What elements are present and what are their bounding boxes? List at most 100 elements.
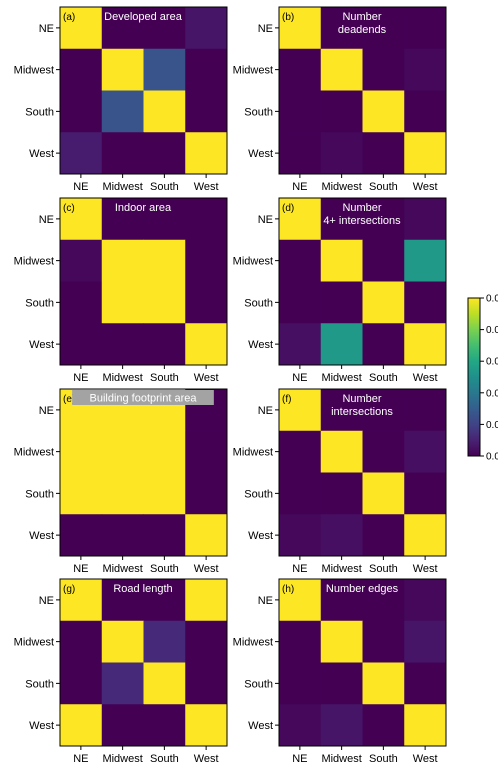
heatmap-cell — [60, 239, 103, 282]
heatmap-cell — [101, 620, 144, 663]
colorbar-tick-label: 0.02 — [486, 388, 498, 399]
title-box — [72, 390, 214, 405]
heatmap-cell — [320, 620, 363, 663]
panel-frame — [59, 197, 228, 366]
x-tick-label: West — [413, 563, 438, 575]
heatmap-panel: NE NE Midwest Midwest South South West West (h) N… — [233, 578, 447, 765]
heatmap-panel: NE NE Midwest Midwest South South West West (a) D… — [14, 6, 228, 193]
panel-frame — [278, 197, 447, 366]
x-tick-label: South — [150, 563, 179, 575]
heatmap-cell — [279, 662, 322, 705]
y-tick-label: West — [29, 339, 54, 351]
x-tick-label: West — [194, 753, 219, 765]
colorbar-tick-label: 0.01 — [486, 420, 498, 431]
heatmap-cell — [143, 323, 186, 366]
heatmap-cell — [60, 48, 103, 91]
heatmap-cell — [362, 239, 405, 282]
heatmap-cell — [185, 323, 228, 366]
heatmap-cell — [101, 281, 144, 324]
heatmap-cell — [185, 239, 228, 282]
x-tick-label: NE — [292, 181, 307, 193]
heatmap-panel: NE NE Midwest Midwest South South West West (e) B… — [14, 388, 228, 575]
heatmap-cell — [320, 662, 363, 705]
x-tick-label: South — [369, 372, 398, 384]
heatmap-cell — [60, 198, 103, 241]
heatmap-cell — [185, 620, 228, 663]
heatmap-cell — [101, 514, 144, 557]
y-tick-label: South — [244, 488, 273, 500]
heatmap-cell — [143, 704, 186, 747]
heatmap-cell — [362, 514, 405, 557]
x-tick-label: Midwest — [102, 753, 142, 765]
heatmap-cell — [101, 7, 144, 50]
heatmap-cell — [185, 132, 228, 175]
heatmap-cell — [143, 90, 186, 133]
heatmap-cell — [185, 90, 228, 133]
y-tick-label: South — [244, 678, 273, 690]
heatmap-cell — [60, 704, 103, 747]
x-tick-label: NE — [292, 372, 307, 384]
x-tick-label: NE — [73, 563, 88, 575]
panel-title: Number edges — [326, 583, 399, 595]
heatmap-cell — [101, 472, 144, 515]
panel-frame — [278, 388, 447, 557]
heatmap-cell — [279, 514, 322, 557]
x-tick-label: NE — [73, 181, 88, 193]
heatmap-cell — [362, 48, 405, 91]
heatmap-cell — [279, 430, 322, 473]
heatmap-cell — [60, 323, 103, 366]
heatmap-cell — [320, 514, 363, 557]
y-tick-label: Midwest — [233, 256, 273, 268]
heatmap-cell — [60, 281, 103, 324]
heatmap-cell — [362, 90, 405, 133]
heatmap-cell — [404, 662, 447, 705]
colorbar-tick-label: 0.00 — [486, 452, 498, 463]
panel-label: (d) — [282, 203, 294, 214]
heatmap-cell — [60, 7, 103, 50]
y-tick-label: West — [248, 148, 273, 160]
heatmap-cell — [320, 132, 363, 175]
heatmap-cell — [101, 323, 144, 366]
heatmap-cell — [185, 281, 228, 324]
y-tick-label: West — [29, 148, 54, 160]
colorbar-tick-label: 0.05 — [486, 294, 498, 305]
panel-title: Developed area — [104, 11, 183, 23]
heatmap-cell — [362, 662, 405, 705]
heatmap-cell — [143, 48, 186, 91]
heatmap-cell — [143, 579, 186, 622]
heatmap-cell — [362, 579, 405, 622]
panel-label: (b) — [282, 12, 294, 23]
heatmap-cell — [60, 90, 103, 133]
panel-title: deadends — [338, 24, 387, 36]
heatmap-cell — [404, 281, 447, 324]
y-tick-label: Midwest — [14, 256, 54, 268]
panel-label: (a) — [63, 12, 75, 23]
y-tick-label: NE — [39, 214, 54, 226]
x-tick-label: West — [413, 372, 438, 384]
heatmap-cell — [404, 704, 447, 747]
y-tick-label: West — [248, 530, 273, 542]
y-tick-label: NE — [258, 23, 273, 35]
panel-frame — [59, 388, 228, 557]
y-tick-label: South — [25, 297, 54, 309]
heatmap-cell — [404, 132, 447, 175]
x-tick-label: South — [369, 181, 398, 193]
heatmap-cell — [362, 198, 405, 241]
heatmap-cell — [279, 132, 322, 175]
heatmap-cell — [362, 704, 405, 747]
panel-frame — [278, 6, 447, 175]
panel-title: Indoor area — [115, 202, 172, 214]
heatmap-cell — [404, 430, 447, 473]
heatmap-cell — [279, 90, 322, 133]
x-tick-label: Midwest — [321, 372, 361, 384]
heatmap-cell — [143, 514, 186, 557]
heatmap-cell — [279, 704, 322, 747]
y-tick-label: Midwest — [14, 447, 54, 459]
x-tick-label: South — [369, 563, 398, 575]
heatmap-cell — [320, 48, 363, 91]
heatmap-cell — [320, 239, 363, 282]
x-tick-label: Midwest — [102, 181, 142, 193]
heatmap-cell — [279, 389, 322, 432]
heatmap-cell — [320, 579, 363, 622]
